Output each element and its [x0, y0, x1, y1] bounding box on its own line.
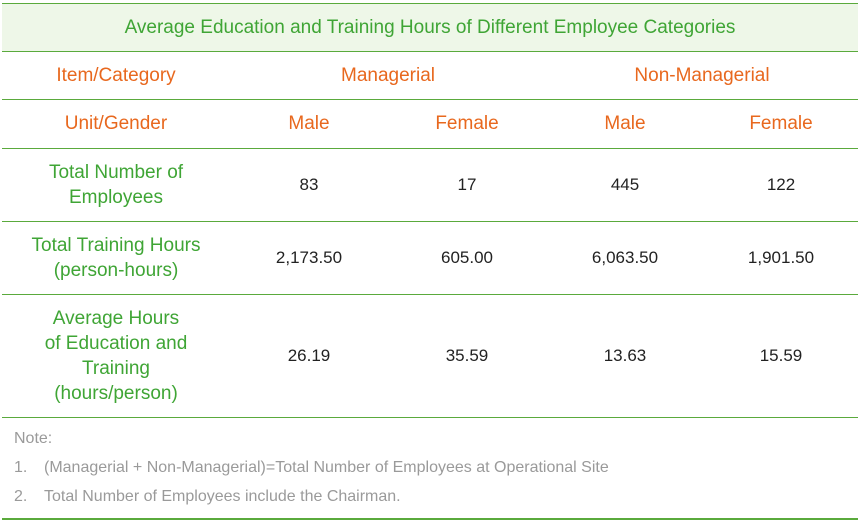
- table-row: Total Number of Employees 83 17 445 122: [2, 149, 858, 222]
- value-cell: 15.59: [759, 346, 803, 365]
- value-cell: 6,063.50: [591, 248, 659, 267]
- row-label-total-training-hours: Total Training Hours (person-hours): [31, 235, 201, 281]
- header-row-gender: Unit/Gender Male Female Male Female: [2, 100, 858, 149]
- header-non-managerial-male: Male: [604, 113, 646, 134]
- value-cell: 13.63: [603, 346, 647, 365]
- note-number: 2.: [14, 488, 28, 505]
- value-cell: 26.19: [287, 346, 331, 365]
- value-cell: 17: [457, 175, 477, 194]
- note-text: Total Number of Employees include the Ch…: [44, 488, 401, 505]
- table-title: Average Education and Training Hours of …: [2, 3, 858, 52]
- notes-section: Note: 1. (Managerial + Non-Managerial)=To…: [2, 418, 858, 520]
- table-row: Total Training Hours (person-hours) 2,17…: [2, 222, 858, 295]
- header-unit-gender: Unit/Gender: [64, 113, 168, 134]
- value-cell: 35.59: [445, 346, 489, 365]
- note-item: 2. Total Number of Employees include the …: [14, 488, 401, 506]
- header-managerial: Managerial: [341, 64, 435, 86]
- value-cell: 1,901.50: [747, 248, 815, 267]
- header-managerial-female: Female: [435, 113, 499, 134]
- value-cell: 122: [766, 175, 796, 194]
- header-item-category: Item/Category: [56, 64, 176, 86]
- value-cell: 83: [299, 175, 319, 194]
- value-cell: 605.00: [441, 248, 493, 267]
- row-label-average-hours: Average Hours of Education and Training …: [44, 308, 188, 404]
- notes-title: Note:: [14, 430, 53, 447]
- row-label-total-employees: Total Number of Employees: [48, 162, 184, 208]
- note-number: 1.: [14, 459, 28, 476]
- header-row-category: Item/Category Managerial Non-Managerial: [2, 52, 858, 100]
- header-non-managerial-female: Female: [749, 113, 813, 134]
- note-item: 1. (Managerial + Non-Managerial)=Total Nu…: [14, 459, 609, 477]
- header-non-managerial: Non-Managerial: [634, 64, 770, 86]
- header-managerial-male: Male: [288, 113, 330, 134]
- value-cell: 2,173.50: [275, 248, 343, 267]
- note-text: (Managerial + Non-Managerial)=Total Numb…: [44, 459, 609, 476]
- value-cell: 445: [610, 175, 640, 194]
- table-row: Average Hours of Education and Training …: [2, 295, 858, 418]
